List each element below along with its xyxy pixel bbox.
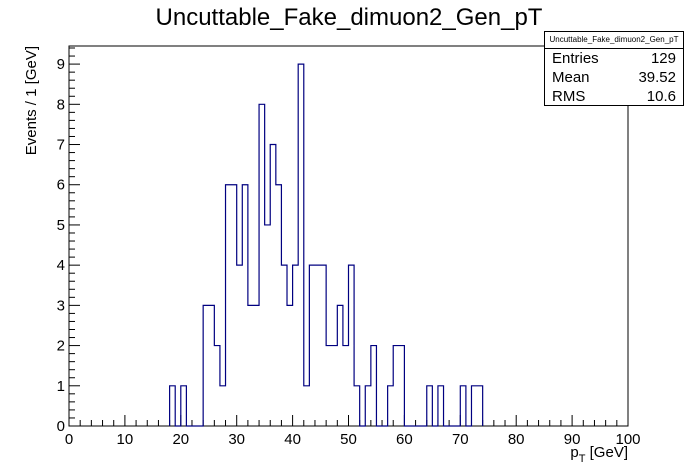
x-tick-label: 10 xyxy=(117,431,134,448)
chart-title: Uncuttable_Fake_dimuon2_Gen_pT xyxy=(155,4,543,31)
y-tick-label: 9 xyxy=(57,56,65,73)
histogram-outline xyxy=(169,63,484,427)
x-tick-label: 100 xyxy=(615,431,640,448)
x-tick-label: 70 xyxy=(452,431,469,448)
y-tick-label: 8 xyxy=(57,96,65,113)
x-tick-label: 80 xyxy=(508,431,525,448)
histogram-bin xyxy=(388,386,394,426)
histogram-bin xyxy=(365,386,371,426)
stats-rms-label: RMS xyxy=(552,88,586,105)
y-tick-label: 1 xyxy=(57,378,65,395)
stats-rms-row: RMS 10.6 xyxy=(545,87,683,106)
histogram-bin xyxy=(181,386,187,426)
histogram-bin xyxy=(460,386,466,426)
histogram-bin xyxy=(259,104,265,426)
y-tick-label: 4 xyxy=(57,257,65,274)
histogram-bin xyxy=(248,305,254,426)
histogram-bin xyxy=(349,265,355,426)
histogram-bin xyxy=(477,386,483,426)
histogram-bin xyxy=(253,305,259,426)
histogram-bin xyxy=(332,346,338,426)
histogram-bin xyxy=(438,386,444,426)
stats-box-title: Uncuttable_Fake_dimuon2_Gen_pT xyxy=(545,32,683,49)
histogram-bin xyxy=(315,265,321,426)
histogram-bin xyxy=(214,346,220,426)
histogram-bin xyxy=(354,386,360,426)
histogram-bin xyxy=(298,64,304,426)
histogram-bin xyxy=(242,185,248,426)
histogram-bin xyxy=(220,386,226,426)
histogram-bars xyxy=(169,63,484,427)
y-tick-label: 3 xyxy=(57,297,65,314)
x-tick-label: 40 xyxy=(284,431,301,448)
histogram-bin xyxy=(237,265,243,426)
histogram-bin xyxy=(209,305,215,426)
histogram-bin xyxy=(265,225,271,426)
x-tick-label: 20 xyxy=(172,431,189,448)
histogram-bin xyxy=(471,386,477,426)
histogram-bin xyxy=(270,145,276,426)
x-tick-label: 30 xyxy=(228,431,245,448)
y-tick-label: 0 xyxy=(57,418,65,435)
histogram-bin xyxy=(393,346,399,426)
stats-rms-value: 10.6 xyxy=(646,88,676,105)
histogram-bin xyxy=(287,305,293,426)
histogram-bin xyxy=(231,185,237,426)
x-tick-label: 60 xyxy=(396,431,413,448)
histogram-bin xyxy=(371,346,377,426)
histogram-bin xyxy=(226,185,232,426)
x-axis-label: pT [GeV] xyxy=(570,444,628,465)
stats-box: Uncuttable_Fake_dimuon2_Gen_pT Entries 1… xyxy=(544,31,684,106)
histogram-bin xyxy=(309,265,315,426)
histogram-bin xyxy=(326,346,332,426)
stats-entries-label: Entries xyxy=(552,50,599,67)
stats-mean-label: Mean xyxy=(552,69,590,86)
histogram-bin xyxy=(399,346,405,426)
histogram-bin xyxy=(427,386,433,426)
axis-tick-labels: 0 10 20 30 40 50 60 70 80 90 100 0 1 2 3 4 5 6 7 8 9 xyxy=(57,56,641,448)
histogram-bin xyxy=(281,265,287,426)
x-tick-label: 50 xyxy=(340,431,357,448)
stats-entries-row: Entries 129 xyxy=(545,49,683,68)
histogram-bin xyxy=(293,265,299,426)
x-tick-label: 90 xyxy=(564,431,581,448)
histogram-bin xyxy=(203,305,209,426)
y-tick-label: 5 xyxy=(57,217,65,234)
histogram-bin xyxy=(304,386,310,426)
stats-mean-value: 39.52 xyxy=(638,69,676,86)
histogram-bin xyxy=(343,346,349,426)
axis-ticks xyxy=(68,47,629,427)
histogram-bin xyxy=(321,265,327,426)
x-tick-label: 0 xyxy=(65,431,73,448)
y-tick-label: 2 xyxy=(57,338,65,355)
y-axis-label: Events / 1 [GeV] xyxy=(23,46,40,155)
histogram-bin xyxy=(276,185,282,426)
y-tick-label: 6 xyxy=(57,177,65,194)
y-tick-label: 7 xyxy=(57,137,65,154)
histogram-bin xyxy=(170,386,176,426)
histogram-bin xyxy=(337,305,343,426)
stats-mean-row: Mean 39.52 xyxy=(545,68,683,87)
stats-entries-value: 129 xyxy=(650,50,676,67)
